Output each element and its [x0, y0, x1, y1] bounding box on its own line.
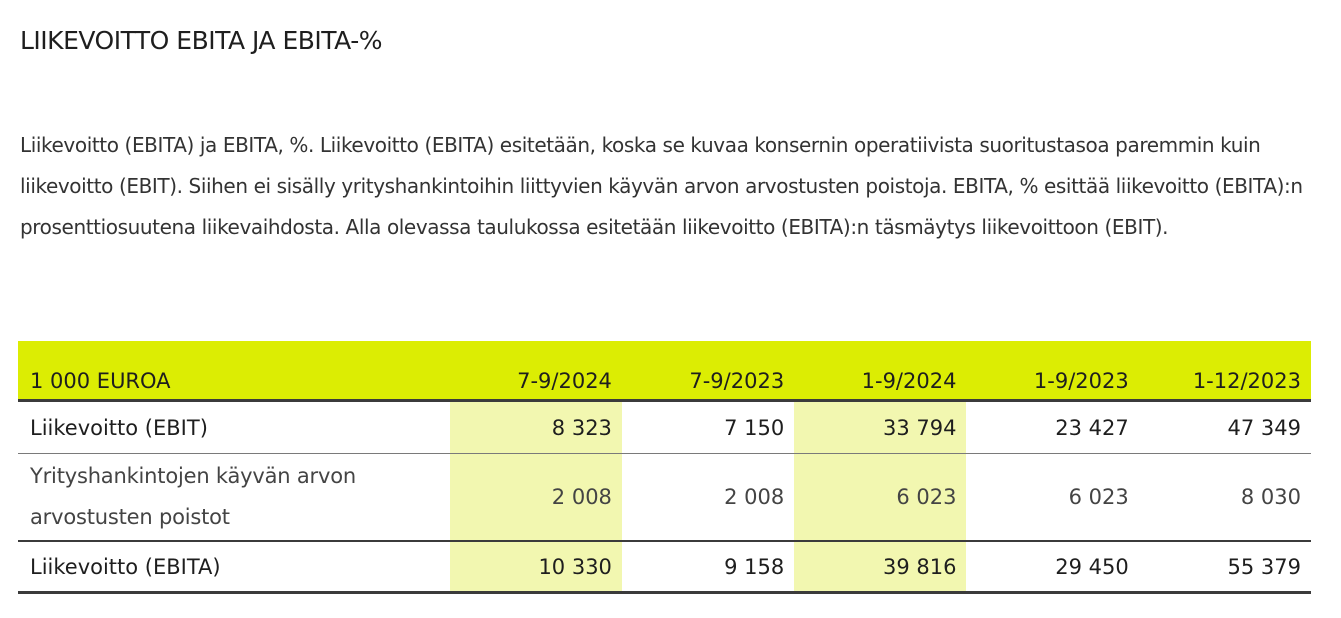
header-period-ytd-2024: 1-9/2024 [794, 341, 967, 402]
table-cell: 29 450 [966, 541, 1139, 594]
header-unit: 1 000 EUROA [18, 341, 450, 402]
table-cell: 7 150 [621, 400, 795, 454]
table-cell: 8 323 [449, 400, 622, 454]
ebita-table: 1 000 EUROA 7-9/2024 7-9/2023 1-9/2024 1… [18, 341, 1311, 594]
table-cell: 39 816 [794, 541, 967, 594]
table-cell: 2 008 [621, 453, 795, 542]
header-period-q3-2023: 7-9/2023 [621, 341, 795, 402]
table-cell: 47 349 [1138, 400, 1311, 454]
table-row-amortisation: Yrityshankintojen käyvän arvon arvostust… [18, 453, 1311, 542]
table-cell: 10 330 [449, 541, 622, 594]
intro-text: Liikevoitto (EBITA) ja EBITA, %. Liikevo… [20, 133, 1303, 239]
intro-paragraph: Liikevoitto (EBITA) ja EBITA, %. Liikevo… [20, 125, 1320, 248]
header-period-ytd-2023: 1-9/2023 [966, 341, 1139, 402]
table-cell: 23 427 [966, 400, 1139, 454]
table-row-ebit: Liikevoitto (EBIT) 8 323 7 150 33 794 23… [18, 400, 1311, 454]
header-period-q3-2024: 7-9/2024 [449, 341, 622, 402]
table-cell: 2 008 [449, 453, 622, 542]
table-cell: 6 023 [794, 453, 967, 542]
table-cell: 9 158 [621, 541, 795, 594]
row-label: Liikevoitto (EBIT) [18, 400, 450, 454]
table-cell: 6 023 [966, 453, 1139, 542]
table-cell: 8 030 [1138, 453, 1311, 542]
page-title: LIIKEVOITTO EBITA JA EBITA-% [20, 26, 382, 55]
table-cell: 33 794 [794, 400, 967, 454]
header-period-fy-2023: 1-12/2023 [1138, 341, 1311, 402]
row-label: Yrityshankintojen käyvän arvon arvostust… [18, 453, 450, 542]
table-header-row: 1 000 EUROA 7-9/2024 7-9/2023 1-9/2024 1… [18, 341, 1311, 402]
table-cell: 55 379 [1138, 541, 1311, 594]
row-label: Liikevoitto (EBITA) [18, 541, 450, 594]
table-row-ebita: Liikevoitto (EBITA) 10 330 9 158 39 816 … [18, 541, 1311, 594]
